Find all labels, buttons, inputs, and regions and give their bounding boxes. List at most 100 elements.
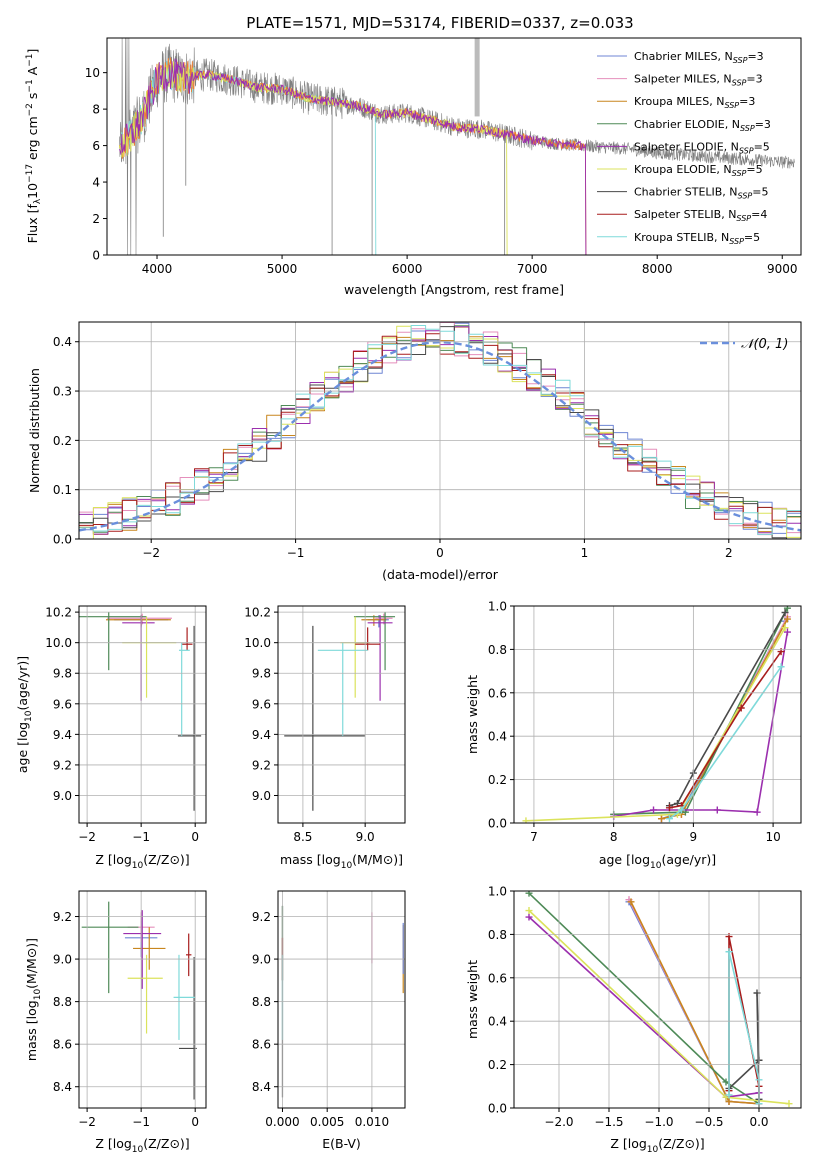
massweight-vs-age-marker-7-2 (737, 704, 745, 712)
spectrum-ylabel-part-4: erg cm (25, 116, 40, 164)
mass-vs-z-frame (78, 890, 207, 1109)
age-vs-mass-xlabel-tail: (M/M⊙)] (352, 852, 403, 867)
massweight-vs-z-ytick-label-3: 0.6 (488, 971, 507, 985)
massweight-vs-age-line-5 (525, 627, 786, 822)
age-vs-mass-axes: 8.5 9.0 9.0 9.2 9.4 9.6 9.8 10.0 10.2 (244, 605, 406, 844)
legend-base: Salpeter STELIB, N (634, 208, 736, 221)
residuals-ytick-label-3: 0.3 (53, 385, 72, 399)
age-vs-mass-ytick-label-2: 9.4 (252, 728, 271, 742)
spectrum-model-kroupa-elodie (119, 61, 508, 255)
spectrum-model-salpeter-elodie (119, 58, 587, 255)
massweight-vs-z-ytick-label-5: 1.0 (488, 885, 507, 899)
massweight-vs-z-ylabel: mass weight (465, 960, 480, 1039)
spectrum-legend-label-5: Kroupa ELODIE, NSSP=5 (634, 163, 763, 178)
age-vs-z-ylabel-sub: 10 (24, 710, 34, 722)
spectrum-ytick-label-3: 6 (92, 139, 100, 153)
legend-sub: SSP (738, 192, 753, 201)
legend-sub: SSP (724, 101, 739, 110)
mass-vs-ebv-ytick-label-4: 9.2 (252, 910, 271, 924)
spectrum-halpha-feature (474, 38, 480, 117)
spectrum-ylabel-part-3: −17 (25, 164, 35, 183)
residuals-axes: −2 −1 0 1 2 0.0 0.1 0.2 0.3 0.4 (53, 321, 802, 560)
residuals-ytick-label-2: 0.2 (53, 434, 72, 448)
spectrum-ytick-label-4: 8 (92, 103, 100, 117)
age-vs-z-ylabel-tail: (age/yr)] (15, 656, 30, 711)
chart-title: PLATE=1571, MJD=53174, FIBERID=0337, z=0… (246, 14, 633, 32)
spectrum-legend-label-6: Chabrier STELIB, NSSP=5 (634, 186, 768, 201)
mass-vs-ebv-ytick-label-1: 8.6 (252, 1038, 271, 1052)
massweight-vs-age-ytick-label-4: 0.8 (488, 643, 507, 657)
massweight-vs-z-xtick-label-1: −1.5 (594, 1115, 623, 1129)
residuals-xtick-label-2: 0 (436, 546, 444, 560)
age-vs-mass-xtick-label-1: 9.0 (356, 830, 375, 844)
mass-vs-z-ytick-label-4: 9.2 (53, 910, 72, 924)
spectrum-legend-label-7: Salpeter STELIB, NSSP=4 (634, 208, 767, 223)
residuals-legend-label: 𝒩(0, 1) (741, 337, 788, 352)
spectrum-xlabel: wavelength [Angstrom, rest frame] (344, 282, 564, 297)
age-vs-z-xlabel-sub: 10 (132, 861, 144, 871)
massweight-vs-age-xlabel-base: age [log (599, 852, 650, 867)
spectrum-ytick-label-0: 0 (92, 249, 100, 263)
age-vs-mass-ytick-label-3: 9.6 (252, 697, 271, 711)
age-vs-z-ytick-label-2: 9.4 (53, 728, 72, 742)
legend-tail: =5 (754, 140, 770, 153)
age-vs-mass-xlabel-sub: 10 (341, 861, 353, 871)
massweight-vs-z-line-8 (728, 950, 760, 1104)
legend-sub: SSP (732, 79, 747, 88)
massweight-vs-z-line-3 (528, 892, 760, 1105)
age-vs-mass-xlabel: mass [log10(M/M⊙)] (280, 852, 403, 871)
spectrum-legend-label-0: Chabrier MILES, NSSP=3 (634, 50, 764, 65)
legend-base: Chabrier ELODIE, N (634, 118, 740, 131)
legend-tail: =3 (739, 95, 755, 108)
mass-vs-z-xlabel-sub: 10 (132, 1145, 144, 1155)
age-vs-z-ytick-label-6: 10.2 (45, 606, 72, 620)
massweight-vs-age-marker-4-3 (753, 808, 761, 816)
mass-vs-ebv-xtick-label-2: 0.010 (355, 1115, 389, 1129)
age-vs-z-ytick-label-4: 9.8 (53, 667, 72, 681)
residuals-xtick-label-1: −1 (287, 546, 305, 560)
spectrum-frame (106, 37, 802, 256)
mass-vs-ebv-xtick-label-1: 0.005 (310, 1115, 344, 1129)
legend-tail: =3 (747, 50, 763, 63)
massweight-vs-z-marker-8-1 (725, 948, 733, 956)
legend-tail: =5 (744, 231, 760, 244)
massweight-vs-age-ytick-label-2: 0.4 (488, 730, 507, 744)
massweight-vs-age-xlabel-tail: (age/yr)] (661, 852, 716, 867)
mass-vs-z-xlabel-base: Z [log (95, 1136, 131, 1151)
age-vs-mass-ytick-label-6: 10.2 (244, 606, 271, 620)
massweight-vs-age-marker-4-4 (783, 628, 791, 636)
legend-sub: SSP (736, 214, 751, 223)
massweight-vs-age-ylabel: mass weight (465, 675, 480, 754)
spectrum-legend-label-3: Chabrier ELODIE, NSSP=3 (634, 118, 771, 133)
age-vs-z-ytick-label-3: 9.6 (53, 697, 72, 711)
massweight-vs-z-marker-4-0 (525, 913, 533, 921)
legend-base: Chabrier MILES, N (634, 50, 733, 63)
massweight-vs-z-ytick-label-0: 0.0 (488, 1102, 507, 1116)
mass-vs-z-ytick-label-2: 8.8 (53, 995, 72, 1009)
massweight-vs-z-marker-3-0 (525, 891, 533, 897)
age-vs-mass-ytick-label-4: 9.8 (252, 667, 271, 681)
mass-vs-z-ylabel: mass [log10(M/M⊙)] (24, 938, 43, 1061)
age-vs-mass-ytick-label-0: 9.0 (252, 789, 271, 803)
massweight-vs-z-marker-2-1 (725, 1097, 733, 1105)
massweight-vs-age-marker-4-1 (650, 806, 658, 814)
spectrum-ylabel: Flux [fλ10−17 erg cm−2 s−1 A−1] (25, 49, 43, 244)
spectrum-xtick-label-2: 6000 (392, 262, 423, 276)
mass-vs-ebv-ytick-label-0: 8.4 (252, 1080, 271, 1094)
legend-base: Salpeter ELODIE, N (634, 140, 739, 153)
massweight-vs-z-marker-8-0 (725, 1091, 733, 1099)
massweight-vs-age-plot (522, 606, 791, 823)
spectrum-ylabel-part-7: −1 (25, 79, 35, 92)
spectrum-ylabel-part-8: A (25, 66, 40, 79)
massweight-vs-z-ytick-label-4: 0.8 (488, 928, 507, 942)
massweight-vs-age-marker-8-0 (665, 815, 673, 823)
age-vs-z-ytick-label-0: 9.0 (53, 789, 72, 803)
mass-vs-ebv-ytick-label-2: 8.8 (252, 995, 271, 1009)
massweight-vs-z-line-6 (728, 992, 760, 1100)
massweight-vs-z-xlabel-tail: (Z/Z⊙)] (658, 1136, 704, 1151)
spectrum-ylabel-part-5: −2 (25, 103, 35, 116)
spectrum-xtick-label-5: 9000 (767, 262, 798, 276)
mass-vs-z-ylabel-sub: 10 (33, 989, 43, 1001)
massweight-vs-z-xlabel-sub: 10 (647, 1145, 659, 1155)
